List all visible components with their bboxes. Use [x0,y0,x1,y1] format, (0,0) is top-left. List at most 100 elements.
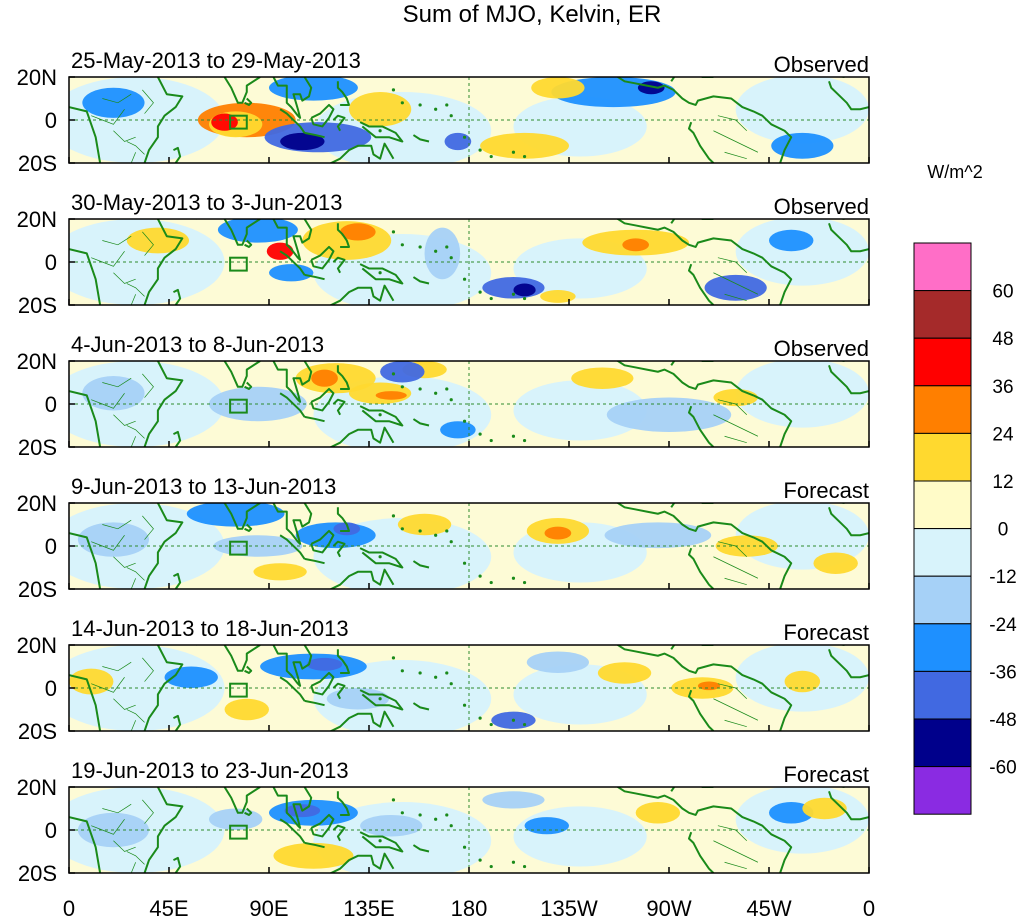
panel-type: Forecast [783,478,869,503]
anomaly-background-patch [735,77,869,144]
coastline [279,392,306,418]
country-border [91,109,125,125]
country-border [713,840,759,863]
coastline [223,77,261,104]
island [400,669,404,673]
lat-tick-label: 20N [17,775,57,800]
lat-tick-label: 0 [45,534,57,559]
anomaly-contour [531,77,585,99]
island [378,697,382,701]
anomaly-contour [622,238,650,252]
country-border [113,414,136,426]
map-panels: 20N 0 20S 25-May-2013 to 29-May-2013 Observe… [17,48,870,886]
lat-tick-label: 20N [17,207,57,232]
country-border [130,862,136,873]
country-border [717,683,748,700]
country-border [142,799,154,824]
coastline [828,364,869,395]
island [378,271,382,275]
coastline [223,645,261,672]
region-box [229,256,248,272]
island [391,514,396,518]
lat-tick-label: 20S [18,861,57,886]
colorbar-swatch [913,337,972,387]
colorbar-swatch [913,670,972,720]
coastline [328,568,395,589]
country-border [130,720,136,731]
country-border [102,93,132,104]
coastline [336,223,350,248]
coastline [304,131,325,139]
island [511,150,516,154]
island [434,533,438,537]
anomaly-contour [126,227,189,254]
colorbar-unit: W/m^2 [927,162,982,182]
island [522,438,527,443]
island [400,385,404,389]
anomaly-contour [704,274,767,301]
island [391,88,396,92]
coastline [304,557,325,565]
island [391,798,396,802]
anomaly-contour [82,376,145,411]
anomaly-contour [349,92,412,127]
coastline [272,503,313,545]
coastline [279,676,306,702]
country-border [113,840,136,852]
lon-tick-label: 45W [746,896,791,921]
coastline [616,787,793,873]
coastline [69,674,102,731]
coastline [359,689,404,711]
coastline [336,791,350,816]
country-border [113,698,136,710]
coastline [336,649,350,674]
island [400,811,404,815]
coastline [359,263,404,285]
coastline [272,361,313,403]
coastline [223,503,261,530]
anomaly-contour [606,397,732,432]
lon-tick-label: 90E [249,896,288,921]
island [400,243,404,247]
country-border [713,130,759,153]
panel-type: Observed [774,194,869,219]
anomaly-contour [311,369,338,387]
colorbar-swatch [913,480,972,530]
colorbar-label: 24 [992,424,1014,445]
anomaly-contour [360,814,423,837]
island [378,839,382,843]
island [445,387,449,391]
anomaly-contour [209,808,263,830]
country-border [717,115,748,132]
coastline [143,77,184,163]
coastline [304,273,325,281]
coastline [143,503,184,589]
coastline [304,415,325,423]
island [378,129,382,133]
lat-tick-label: 0 [45,392,57,417]
country-border [717,399,748,416]
map-panel: 20N 0 20S 30-May-2013 to 3-Jun-2013 Observed [17,190,870,318]
panel-type: Observed [774,52,869,77]
country-border [126,567,145,581]
country-border [142,515,154,540]
anomaly-contour [217,219,298,243]
lat-tick-label: 20S [18,719,57,744]
island [489,722,493,727]
coastline [688,263,715,305]
coastline [69,248,102,305]
island [478,148,482,152]
colorbar-swatch [913,528,972,577]
island [522,154,527,159]
island [478,858,482,862]
coastline [688,689,715,731]
coastline [616,645,793,731]
island [449,824,453,828]
anomaly-contour [784,670,821,693]
country-border [717,257,748,274]
anomaly-contour [635,802,681,824]
coastline [69,390,102,447]
panel-period: 25-May-2013 to 29-May-2013 [71,48,361,73]
coastline [670,503,676,508]
anomaly-contour [802,797,847,820]
